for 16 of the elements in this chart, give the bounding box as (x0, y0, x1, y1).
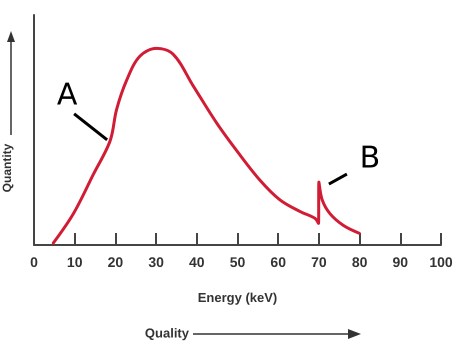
x-tick-label: 60 (270, 254, 286, 270)
x-tick-label: 50 (230, 254, 246, 270)
y-axis-title: Quantity (0, 143, 14, 192)
x-tick-label: 40 (189, 254, 205, 270)
x-tick-label: 80 (352, 254, 368, 270)
x-tick-label: 20 (108, 254, 124, 270)
x-tick-label: 30 (148, 254, 164, 270)
text: Quality (144, 326, 190, 340)
x-tick-label: 10 (66, 254, 83, 270)
x-tick-label: 70 (311, 254, 327, 270)
x-tick-label: 0 (30, 254, 38, 270)
x-tick-label: 100 (429, 254, 453, 270)
annotation: A (56, 77, 78, 112)
x-axis-title: Energy (keV) (198, 290, 278, 305)
x-tick-label: 90 (392, 254, 408, 270)
annotation: B (360, 140, 380, 176)
